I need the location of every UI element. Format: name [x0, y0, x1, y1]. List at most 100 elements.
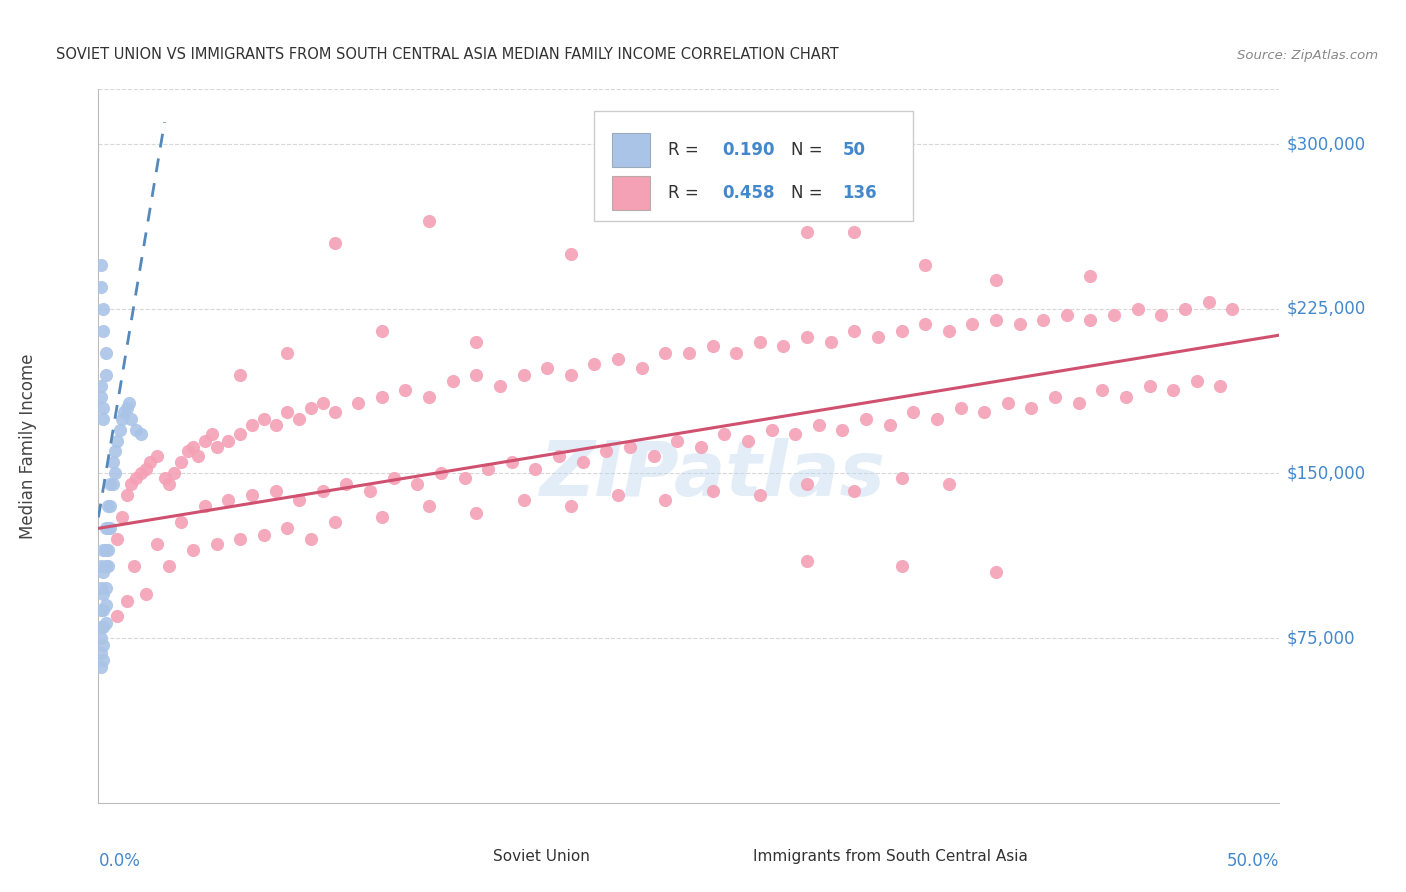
Point	[94, 543, 117, 558]
Point	[949, 401, 972, 415]
Point	[702, 339, 724, 353]
Point	[111, 411, 134, 425]
Point	[323, 515, 346, 529]
Point	[108, 423, 131, 437]
Point	[807, 418, 830, 433]
Point	[276, 405, 298, 419]
Point	[844, 225, 866, 239]
Point	[91, 638, 114, 652]
Point	[112, 405, 135, 419]
Point	[371, 510, 394, 524]
Point	[1008, 317, 1031, 331]
Point	[253, 411, 276, 425]
Point	[94, 558, 117, 573]
Point	[1150, 309, 1173, 323]
Point	[90, 390, 112, 404]
Point	[90, 258, 112, 272]
Point	[984, 566, 1007, 580]
Point	[201, 426, 224, 441]
Point	[465, 368, 488, 382]
Point	[796, 330, 818, 344]
Point	[866, 330, 889, 344]
Point	[418, 500, 440, 514]
Point	[761, 423, 783, 437]
Point	[94, 345, 117, 359]
Point	[796, 554, 818, 568]
Point	[94, 598, 117, 612]
Point	[914, 317, 936, 331]
Point	[1220, 301, 1243, 316]
Point	[194, 500, 217, 514]
Point	[666, 434, 689, 448]
Point	[111, 510, 134, 524]
Point	[512, 368, 534, 382]
Point	[844, 324, 866, 338]
FancyBboxPatch shape	[713, 845, 738, 868]
Point	[607, 488, 630, 502]
Point	[1021, 401, 1043, 415]
Point	[187, 449, 209, 463]
Point	[453, 471, 475, 485]
Point	[925, 411, 948, 425]
Point	[713, 426, 735, 441]
Point	[489, 378, 512, 392]
Point	[1043, 390, 1066, 404]
Point	[879, 418, 901, 433]
Point	[914, 258, 936, 272]
Point	[678, 202, 700, 217]
Point	[643, 449, 665, 463]
Point	[135, 462, 157, 476]
Point	[1080, 268, 1102, 283]
Point	[678, 345, 700, 359]
Text: Immigrants from South Central Asia: Immigrants from South Central Asia	[752, 849, 1028, 863]
Point	[90, 631, 112, 645]
Point	[90, 620, 112, 634]
Text: ZIPatlas: ZIPatlas	[540, 438, 886, 511]
Point	[785, 426, 807, 441]
Point	[240, 488, 263, 502]
Point	[94, 581, 117, 595]
Point	[1080, 312, 1102, 326]
Point	[501, 455, 523, 469]
Point	[938, 477, 960, 491]
Point	[104, 444, 127, 458]
Point	[1185, 374, 1208, 388]
Point	[98, 500, 121, 514]
Point	[1067, 396, 1090, 410]
Point	[90, 602, 112, 616]
Point	[115, 594, 138, 608]
Point	[105, 434, 128, 448]
Point	[748, 488, 770, 502]
Point	[94, 368, 117, 382]
Point	[831, 423, 853, 437]
Point	[115, 488, 138, 502]
Point	[122, 558, 145, 573]
Point	[181, 543, 204, 558]
Point	[1161, 383, 1184, 397]
Point	[288, 411, 311, 425]
Point	[312, 483, 335, 498]
Point	[335, 477, 357, 491]
Point	[91, 401, 114, 415]
Point	[91, 324, 114, 338]
Point	[299, 401, 322, 415]
Point	[938, 324, 960, 338]
Point	[702, 483, 724, 498]
Point	[153, 471, 176, 485]
Point	[820, 334, 842, 349]
FancyBboxPatch shape	[612, 133, 650, 167]
Point	[163, 467, 186, 481]
Point	[101, 477, 124, 491]
Point	[560, 368, 582, 382]
Point	[536, 361, 558, 376]
Point	[406, 477, 429, 491]
Point	[90, 647, 112, 661]
Point	[101, 455, 124, 469]
Text: N =: N =	[790, 141, 827, 159]
Point	[512, 492, 534, 507]
FancyBboxPatch shape	[453, 845, 478, 868]
FancyBboxPatch shape	[612, 176, 650, 210]
Point	[347, 396, 370, 410]
Text: Median Family Income: Median Family Income	[20, 353, 37, 539]
Point	[371, 390, 394, 404]
